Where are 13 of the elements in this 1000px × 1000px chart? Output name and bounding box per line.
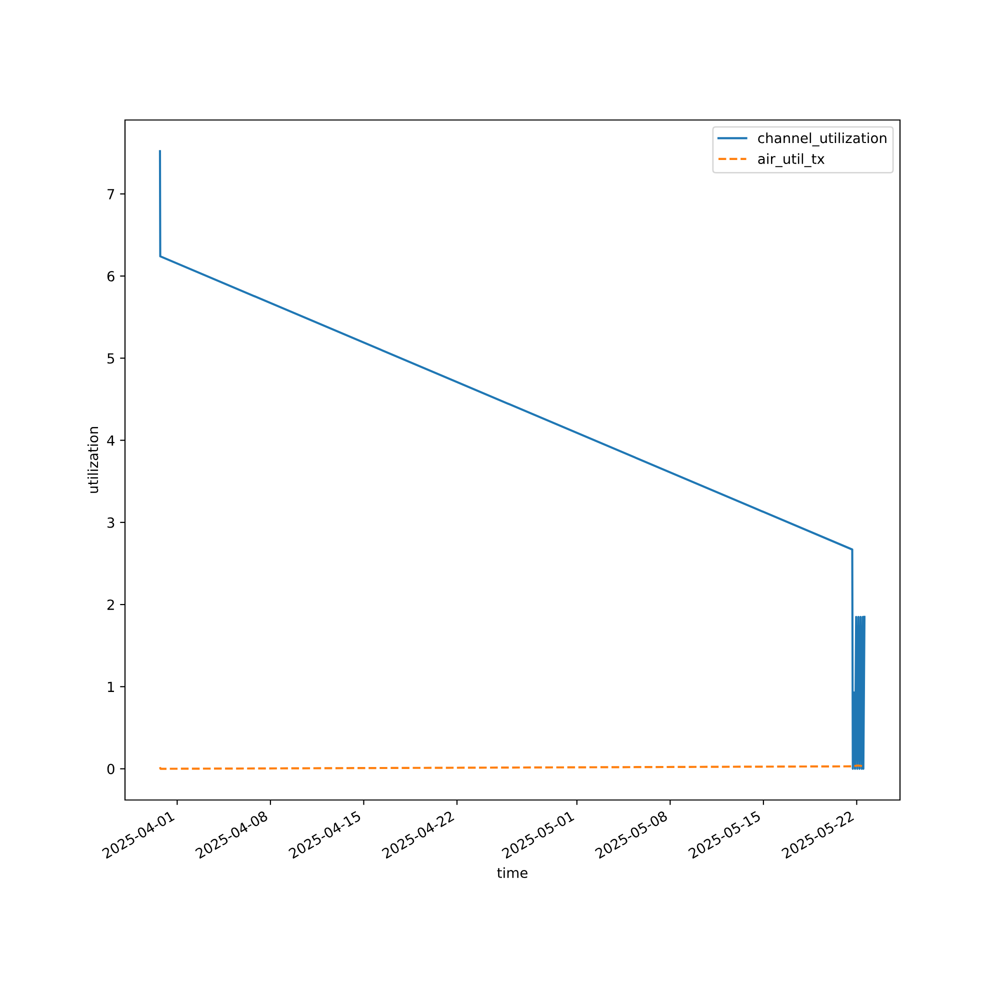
y-tick-label: 5: [108, 353, 114, 364]
x-axis-title: time: [497, 867, 528, 878]
y-tick-label: 0: [107, 764, 114, 774]
y-tick-label: 2: [107, 600, 114, 610]
legend-label: channel_utilization: [758, 132, 886, 146]
y-tick-label: 4: [107, 435, 114, 446]
y-tick-label: 7: [108, 189, 114, 200]
y-tick-label: 6: [107, 271, 114, 282]
line-series: [158, 150, 866, 770]
y-tick-label: 3: [108, 517, 114, 528]
legend-label: air_util_tx: [758, 153, 825, 168]
y-tick-label: 1: [108, 682, 114, 692]
y-axis-title: utilization: [87, 427, 98, 493]
